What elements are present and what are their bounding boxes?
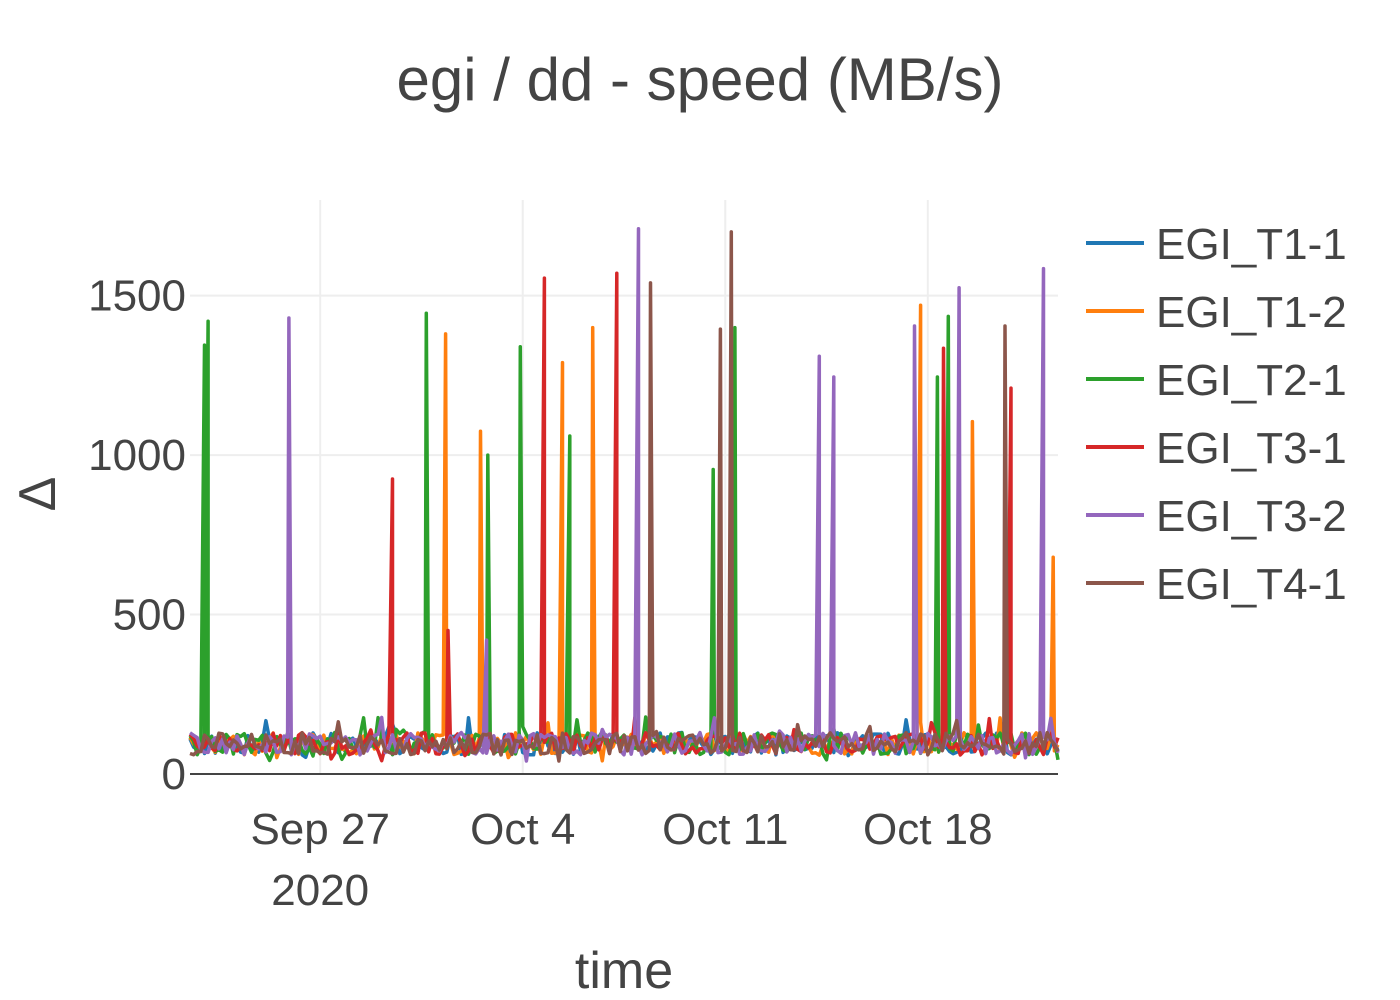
legend-label: EGI_T4-1 [1156, 560, 1347, 609]
y-tick-label: 500 [113, 591, 186, 640]
y-tick-label: 1500 [88, 272, 186, 321]
legend-item[interactable]: EGI_T3-2 [1086, 492, 1347, 541]
y-tick-label: 0 [162, 750, 186, 799]
legend-label: EGI_T1-1 [1156, 220, 1347, 269]
y-axis-title: Δ [9, 477, 67, 512]
chart-title: egi / dd - speed (MB/s) [397, 46, 1004, 113]
grid [190, 200, 1058, 774]
legend-label: EGI_T1-2 [1156, 288, 1347, 337]
series-line-egi-t4-1 [189, 230, 1060, 763]
axes: Sep 27 2020 Oct 4 Oct 11 Oct 18 0 500 1000 1500 [88, 272, 1058, 915]
legend-label: EGI_T3-1 [1156, 424, 1347, 473]
plot-area [188, 226, 1060, 763]
x-tick-label: Oct 11 [662, 805, 788, 854]
legend-item[interactable]: EGI_T3-1 [1086, 424, 1347, 473]
legend-item[interactable]: EGI_T2-1 [1086, 356, 1347, 405]
x-tick-label: Oct 4 [470, 805, 575, 854]
x-tick-label: Sep 27 [250, 805, 389, 854]
x-tick-label: Oct 18 [863, 805, 993, 854]
legend-item[interactable]: EGI_T4-1 [1086, 560, 1347, 609]
legend-label: EGI_T3-2 [1156, 492, 1347, 541]
legend: EGI_T1-1 EGI_T1-2 EGI_T2-1 EGI_T3-1 EGI_T3-2… [1086, 220, 1347, 609]
series-line-egi-t2-1 [188, 311, 1060, 763]
x-tick-sublabel: 2020 [271, 866, 369, 915]
legend-label: EGI_T2-1 [1156, 356, 1347, 405]
y-tick-label: 1000 [88, 431, 186, 480]
x-axis-title: time [575, 942, 673, 1000]
legend-item[interactable]: EGI_T1-1 [1086, 220, 1347, 269]
legend-item[interactable]: EGI_T1-2 [1086, 288, 1347, 337]
